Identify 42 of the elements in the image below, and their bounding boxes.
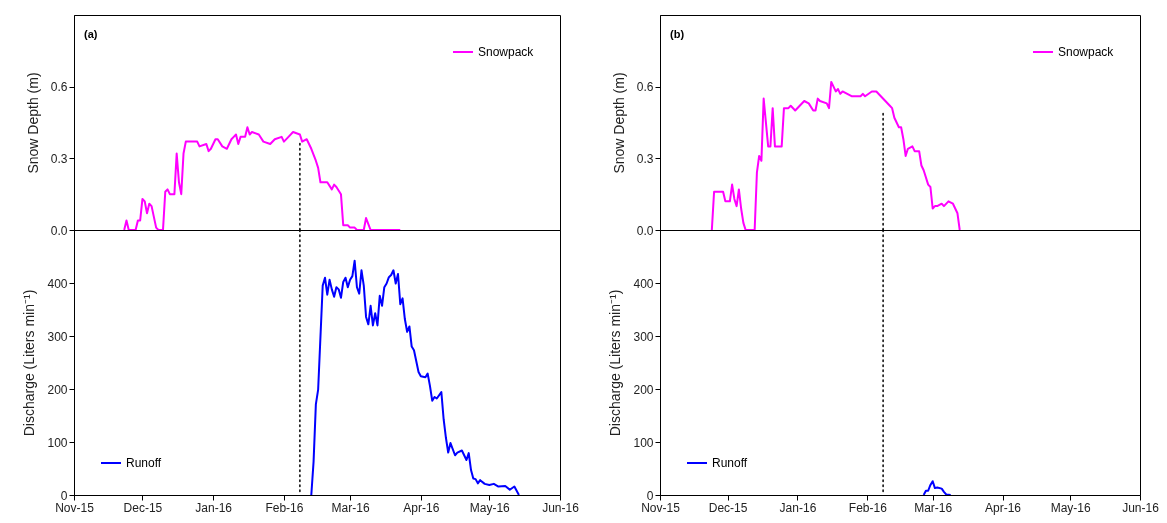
y-tick-label: 300 bbox=[47, 329, 68, 344]
x-tick-label: Jun-16 bbox=[542, 500, 580, 515]
y-tick-label: 0.0 bbox=[50, 223, 68, 238]
y-tick-label: 300 bbox=[633, 329, 654, 344]
y-tick-label: 0.6 bbox=[636, 80, 654, 95]
x-tick-label: Apr-16 bbox=[403, 500, 440, 515]
x-tick-label: Feb-16 bbox=[265, 500, 304, 515]
annotation: (a) bbox=[84, 28, 98, 40]
x-tick-label: May-16 bbox=[469, 500, 511, 515]
legend-label: Runoff bbox=[712, 456, 748, 470]
x-tick-label: Apr-16 bbox=[985, 500, 1022, 515]
x-tick-label: May-16 bbox=[1050, 500, 1091, 515]
x-tick-label: Dec-15 bbox=[123, 500, 163, 515]
legend-label: Snowpack bbox=[1058, 45, 1115, 59]
x-tick-label: Mar-16 bbox=[914, 500, 953, 515]
annotation: (b) bbox=[670, 28, 685, 40]
y-tick-label: 400 bbox=[47, 276, 68, 291]
y-tick-label: 200 bbox=[633, 382, 654, 397]
x-tick-label: Nov-15 bbox=[55, 500, 95, 515]
x-tick-label: Jan-16 bbox=[779, 500, 817, 515]
x-tick-label: Feb-16 bbox=[848, 500, 888, 515]
y-axis-title: Discharge (Liters min⁻¹) bbox=[21, 289, 38, 437]
y-tick-label: 200 bbox=[47, 382, 68, 397]
x-tick-label: Jan-16 bbox=[195, 500, 233, 515]
y-tick-label: 0.6 bbox=[50, 80, 68, 95]
y-tick-label: 100 bbox=[633, 435, 654, 450]
y-tick-label: 0 bbox=[60, 488, 68, 503]
x-tick-label: Mar-16 bbox=[331, 500, 370, 515]
y-tick-label: 0 bbox=[646, 488, 654, 503]
legend-label: Runoff bbox=[126, 456, 162, 470]
x-tick-label: Jun-16 bbox=[1122, 500, 1160, 515]
y-axis-title: Discharge (Liters min⁻¹) bbox=[607, 289, 624, 437]
y-tick-label: 400 bbox=[633, 276, 654, 291]
y-tick-label: 0.3 bbox=[50, 151, 68, 166]
x-tick-label: Nov-15 bbox=[641, 500, 681, 515]
y-tick-label: 100 bbox=[47, 435, 68, 450]
legend-label: Snowpack bbox=[478, 45, 535, 59]
y-tick-label: 0.0 bbox=[636, 223, 654, 238]
y-tick-label: 0.3 bbox=[636, 151, 654, 166]
y-axis-title: Snow Depth (m) bbox=[610, 72, 627, 174]
y-axis-title: Snow Depth (m) bbox=[24, 72, 41, 174]
x-tick-label: Dec-15 bbox=[708, 500, 748, 515]
